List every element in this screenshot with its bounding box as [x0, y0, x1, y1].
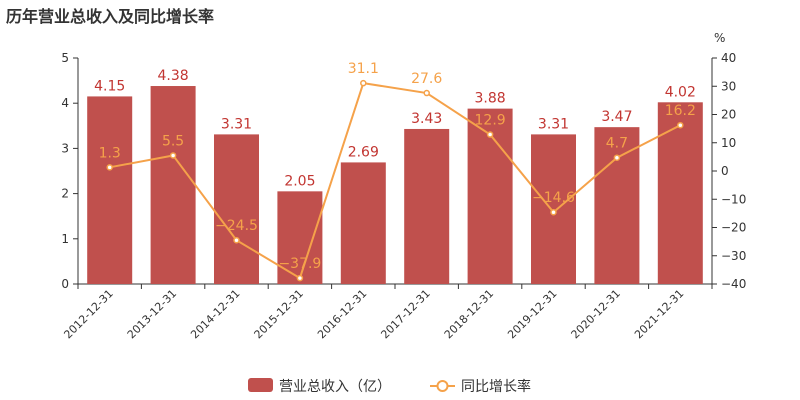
right-y-tick-label: −20	[721, 221, 746, 235]
bar-value-label: 4.38	[158, 68, 189, 84]
growth-rate-label: −37.9	[278, 256, 321, 272]
legend-bar-label[interactable]: 营业总收入（亿）	[279, 379, 391, 395]
line-series	[106, 79, 684, 282]
growth-rate-point	[360, 79, 367, 87]
left-y-tick-label: 0	[61, 277, 69, 291]
right-y-tick-label: 0	[721, 164, 729, 178]
x-tick-label: 2018-12-31	[442, 287, 496, 341]
growth-rate-label: −24.5	[215, 218, 258, 234]
x-tick-label: 2020-12-31	[569, 287, 623, 341]
growth-rate-label: 5.5	[162, 133, 184, 149]
x-tick-label: 2012-12-31	[61, 287, 115, 341]
legend[interactable]: 营业总收入（亿） 同比增长率	[248, 378, 531, 395]
bar-data-labels: 4.15 4.38 3.31 2.05 2.69 3.43 3.88 3.31 3.47 4.02	[94, 68, 696, 189]
left-y-tick-label: 1	[61, 232, 69, 246]
bar	[214, 134, 259, 284]
growth-rate-line	[109, 82, 681, 280]
growth-rate-label: 4.7	[606, 136, 628, 152]
line-data-labels: 1.3 5.5 −24.5 −37.9 31.1 27.6 12.9 −14.6 4.7 16.2	[99, 61, 696, 272]
bar-value-label: 4.02	[665, 84, 696, 100]
bar	[87, 96, 133, 284]
right-y-tick-label: 40	[721, 51, 736, 65]
right-y-tick-label: −10	[721, 192, 746, 206]
growth-rate-point	[233, 236, 240, 244]
growth-rate-point	[486, 131, 494, 138]
growth-rate-label: 31.1	[348, 61, 379, 77]
bar-value-label: 3.31	[538, 116, 569, 132]
bar-value-label: 2.69	[348, 144, 379, 160]
bar	[594, 127, 640, 284]
x-tick-label: 2015-12-31	[252, 287, 306, 341]
x-axis-ticks: 2012-12-31 2013-12-31 2014-12-31 2015-12-31…	[61, 284, 713, 341]
growth-rate-point	[106, 164, 113, 171]
growth-rate-label: 16.2	[665, 103, 696, 119]
x-tick-label: 2017-12-31	[378, 287, 432, 341]
growth-rate-label: 27.6	[411, 71, 442, 87]
bar	[150, 86, 196, 284]
right-y-axis-unit: %	[714, 31, 725, 45]
growth-rate-point	[613, 154, 621, 161]
growth-rate-point	[296, 274, 304, 282]
growth-rate-point	[169, 152, 177, 159]
left-y-tick-label: 5	[61, 51, 69, 65]
right-y-tick-label: −30	[721, 249, 746, 263]
right-y-tick-label: −40	[721, 277, 746, 291]
growth-rate-point	[550, 208, 557, 216]
bar	[340, 162, 386, 284]
chart-title: 历年营业总收入及同比增长率	[6, 7, 214, 26]
x-tick-label: 2019-12-31	[505, 287, 559, 341]
bar-value-label: 4.15	[94, 78, 125, 94]
right-y-tick-label: 10	[721, 136, 736, 150]
right-y-tick-label: 20	[721, 108, 736, 122]
bar	[404, 128, 450, 284]
legend-line-label[interactable]: 同比增长率	[461, 378, 531, 395]
growth-rate-point	[423, 89, 430, 97]
bar-value-label: 2.05	[284, 173, 315, 189]
legend-line-marker	[436, 380, 449, 392]
x-tick-label: 2016-12-31	[315, 287, 369, 341]
growth-rate-label: 1.3	[99, 145, 121, 161]
left-y-tick-label: 3	[61, 141, 69, 155]
bar-value-label: 3.31	[221, 116, 252, 132]
growth-rate-label: 12.9	[475, 113, 506, 129]
bar-value-label: 3.47	[601, 109, 632, 125]
x-tick-label: 2021-12-31	[632, 287, 686, 341]
bar	[467, 108, 513, 285]
x-tick-label: 2014-12-31	[188, 287, 242, 341]
x-tick-label: 2013-12-31	[125, 287, 179, 341]
bar-value-label: 3.43	[411, 111, 442, 127]
legend-bar-swatch	[248, 378, 273, 392]
growth-rate-label: −14.6	[532, 190, 575, 206]
left-y-tick-label: 2	[61, 187, 69, 201]
growth-rate-point	[677, 121, 684, 129]
bar	[657, 102, 703, 285]
bar-value-label: 3.88	[475, 91, 506, 107]
left-y-tick-label: 4	[61, 96, 69, 110]
right-y-tick-label: 30	[721, 79, 736, 93]
